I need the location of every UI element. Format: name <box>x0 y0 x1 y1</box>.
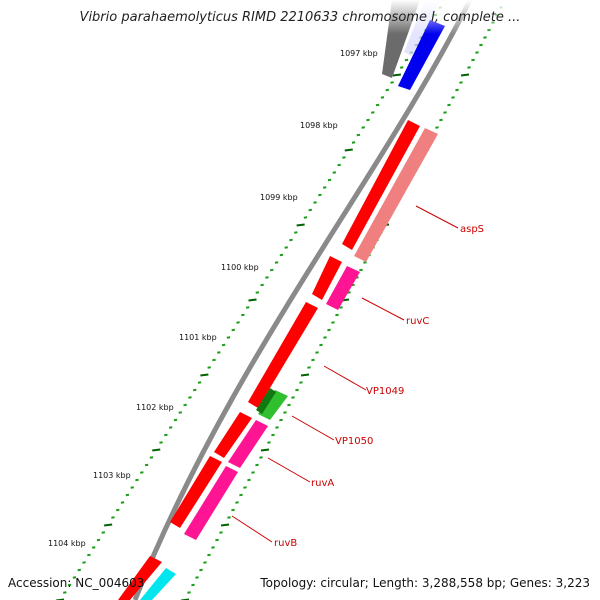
gene-aspS-strand-a <box>342 120 420 250</box>
label-connectors <box>231 205 459 543</box>
gene-label-ruvC: ruvC <box>406 316 429 327</box>
gene-ruvB-strand-b <box>184 466 238 540</box>
feature-red-bottom <box>118 556 162 600</box>
gene-VP1050-strand-a <box>258 390 288 420</box>
feature-cyan-bottom <box>140 568 176 600</box>
gene-label-ruvA: ruvA <box>311 478 334 489</box>
major-tick <box>200 373 209 377</box>
gene-label-aspS: aspS <box>460 224 484 235</box>
tick-label-1101: 1101 kbp <box>179 333 217 342</box>
gene-label-VP1049: VP1049 <box>366 386 404 397</box>
major-tick <box>296 223 305 227</box>
major-tick <box>300 373 310 377</box>
tick-label-1097: 1097 kbp <box>340 49 378 58</box>
gene-aspS-strand-b <box>354 128 438 262</box>
tick-label-1098: 1098 kbp <box>300 121 338 130</box>
gene-label-ruvB: ruvB <box>274 538 297 549</box>
major-tick <box>248 298 257 302</box>
major-tick <box>460 73 470 77</box>
tick-label-1102: 1102 kbp <box>136 403 174 412</box>
gene-VP1049-strand-a <box>248 302 318 408</box>
tick-label-1099: 1099 kbp <box>260 193 298 202</box>
tick-label-1103: 1103 kbp <box>93 471 131 480</box>
major-tick <box>220 523 230 527</box>
major-tick <box>152 448 161 452</box>
accession-text: Accession: NC_004603 <box>8 576 145 590</box>
backbone-line <box>132 0 473 600</box>
gene-ruvA-strand-b <box>228 420 268 468</box>
tick-track-outer <box>55 0 450 600</box>
gene-ruvC-strand-b <box>326 266 360 310</box>
major-tick <box>104 523 113 527</box>
gene-ruvA-strand-a <box>214 412 252 458</box>
tick-label-1104: 1104 kbp <box>48 539 86 548</box>
gene-ruvB-strand-a <box>170 456 222 528</box>
feature-blue <box>398 20 445 90</box>
tick-track-inner <box>180 0 510 600</box>
map-title: Vibrio parahaemolyticus RIMD 2210633 chr… <box>79 10 521 25</box>
major-tick <box>392 73 401 77</box>
major-tick <box>260 448 270 452</box>
major-tick <box>344 148 353 152</box>
title-fade <box>0 0 600 34</box>
topology-info: Topology: circular; Length: 3,288,558 bp… <box>260 576 590 590</box>
gene-ruvC-strand-a <box>312 256 342 300</box>
tick-label-1100: 1100 kbp <box>221 263 259 272</box>
gene-VP1050-strand-b <box>256 388 276 414</box>
gene-label-VP1050: VP1050 <box>335 436 373 447</box>
